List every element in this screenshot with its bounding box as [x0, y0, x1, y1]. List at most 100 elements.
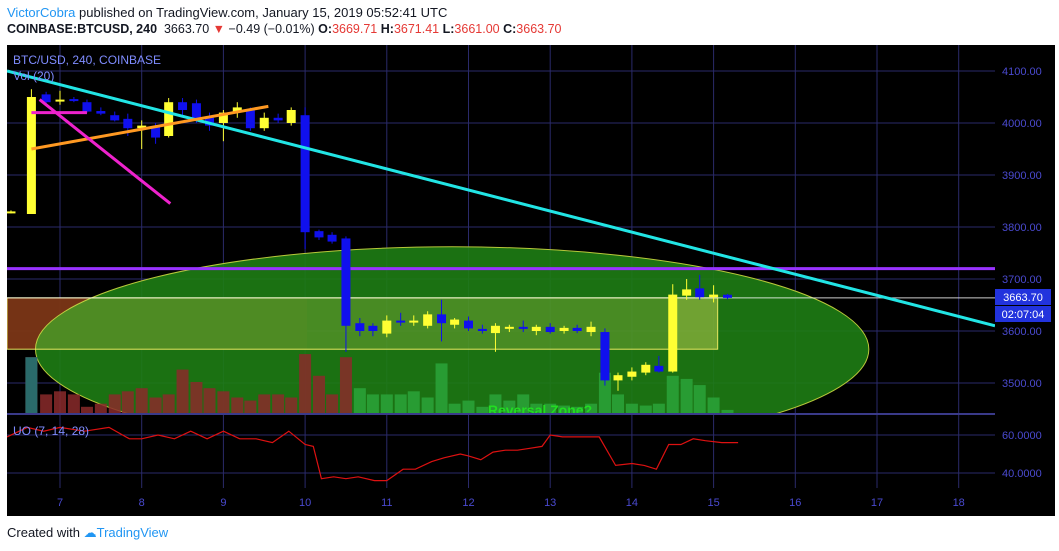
candle-body [613, 375, 623, 381]
time-tick-label: 9 [220, 497, 226, 509]
volume-bar [407, 391, 420, 413]
price-axis-ticks: 4100.00 4000.00 3900.00 3800.00 3700.00 3600.… [1002, 66, 1042, 390]
volume-bar [217, 391, 230, 413]
volume-bar [312, 375, 325, 413]
volume-bar [503, 400, 516, 413]
panel-title: BTC/USD, 240, COINBASE [13, 53, 161, 67]
volume-bar [121, 391, 134, 413]
candle-body [178, 102, 188, 110]
time-tick-label: 14 [626, 497, 638, 509]
candle-body [355, 323, 365, 331]
rising-orange-line[interactable] [31, 104, 269, 151]
candle-body [382, 320, 392, 334]
magenta-diagonal-line[interactable] [38, 98, 172, 205]
candle-body [327, 234, 337, 242]
volume-bar [666, 375, 679, 413]
uo-tick-label: 40.0000 [1002, 468, 1042, 480]
volume-bar [149, 397, 162, 413]
volume-bar [693, 385, 706, 413]
candle-body [232, 107, 242, 112]
candle-body [545, 326, 555, 333]
candle-body [137, 125, 147, 129]
timer-tag [995, 306, 1051, 322]
candle-body [191, 103, 201, 121]
candle-body [26, 97, 36, 214]
volume-bar [162, 394, 175, 413]
price-axis[interactable] [995, 45, 1055, 488]
price-tag [995, 289, 1051, 305]
price-tick-label: 3900.00 [1002, 170, 1042, 182]
volume-bar [299, 354, 312, 413]
volume-bar [25, 357, 38, 413]
volume-bar [108, 394, 121, 413]
high-label: H: [380, 22, 394, 36]
candle-body [286, 110, 296, 123]
publish-header: VictorCobra published on TradingView.com… [7, 5, 447, 20]
candle-body [709, 294, 719, 298]
time-tick-label: 16 [789, 497, 801, 509]
volume-bar [94, 403, 107, 413]
created-with-text: Created with [7, 525, 80, 540]
volume-bar [272, 394, 285, 413]
candle-body [668, 294, 678, 372]
volume-bar [326, 394, 339, 413]
volume-bar [190, 382, 203, 413]
symbol-label: COINBASE:BTCUSD, 240 [7, 22, 158, 36]
candle-body [654, 365, 664, 372]
candle-body [627, 371, 637, 377]
volume-bar [476, 406, 489, 413]
candle-body [572, 327, 582, 331]
candle-body [368, 325, 378, 331]
candle-body [82, 102, 92, 112]
candle-body [531, 326, 541, 331]
candle-body [586, 326, 596, 333]
candle-body [7, 211, 16, 214]
candle-body [259, 117, 269, 129]
volume-bar [517, 394, 530, 413]
reversal-zone-label: Reversal Zone? [488, 402, 592, 418]
candle-body [218, 112, 228, 123]
price-tick-label: 4100.00 [1002, 66, 1042, 78]
time-tick-label: 17 [871, 497, 883, 509]
high-value: 3671.41 [393, 22, 440, 36]
uo-axis-ticks: 60.0000 40.0000 [1002, 430, 1042, 480]
volume-bar [680, 378, 693, 413]
time-tick-label: 13 [544, 497, 556, 509]
open-label: O: [318, 22, 333, 36]
last-price: 3663.70 [163, 22, 210, 36]
volume-bar [652, 403, 665, 413]
time-tick-label: 8 [139, 497, 145, 509]
candle-body [123, 118, 133, 129]
volume-bar [80, 406, 93, 413]
close-label: C: [503, 22, 517, 36]
time-tick-label: 7 [57, 497, 63, 509]
change-value: −0.49 (−0.01%) [228, 22, 315, 36]
candle-body [341, 238, 351, 326]
volume-bar [285, 397, 298, 413]
volume-bar [435, 363, 448, 413]
candle-body [477, 328, 487, 331]
downtrend-line[interactable] [7, 69, 995, 328]
time-tick-label: 10 [299, 497, 311, 509]
uo-tick-label: 60.0000 [1002, 430, 1042, 442]
uo-label: UO (7, 14, 28) [13, 424, 89, 438]
volume-bar [231, 397, 244, 413]
candles [7, 89, 732, 391]
tradingview-logo-icon[interactable]: ☁ [83, 525, 97, 540]
volume-bar [258, 394, 271, 413]
author-name[interactable]: VictorCobra [7, 5, 76, 20]
candle-body [396, 320, 406, 323]
volume-bar [135, 388, 148, 413]
candle-body [641, 364, 651, 373]
volume-bar [639, 405, 652, 413]
uo-line [7, 426, 739, 482]
volume-bar [244, 400, 257, 413]
volume-bars [25, 354, 734, 413]
volume-bar [54, 391, 66, 413]
candle-body [464, 320, 473, 329]
time-axis[interactable] [7, 488, 995, 516]
tradingview-brand[interactable]: TradingView [96, 525, 169, 540]
volume-bar [339, 357, 352, 413]
volume-bar [585, 403, 598, 413]
